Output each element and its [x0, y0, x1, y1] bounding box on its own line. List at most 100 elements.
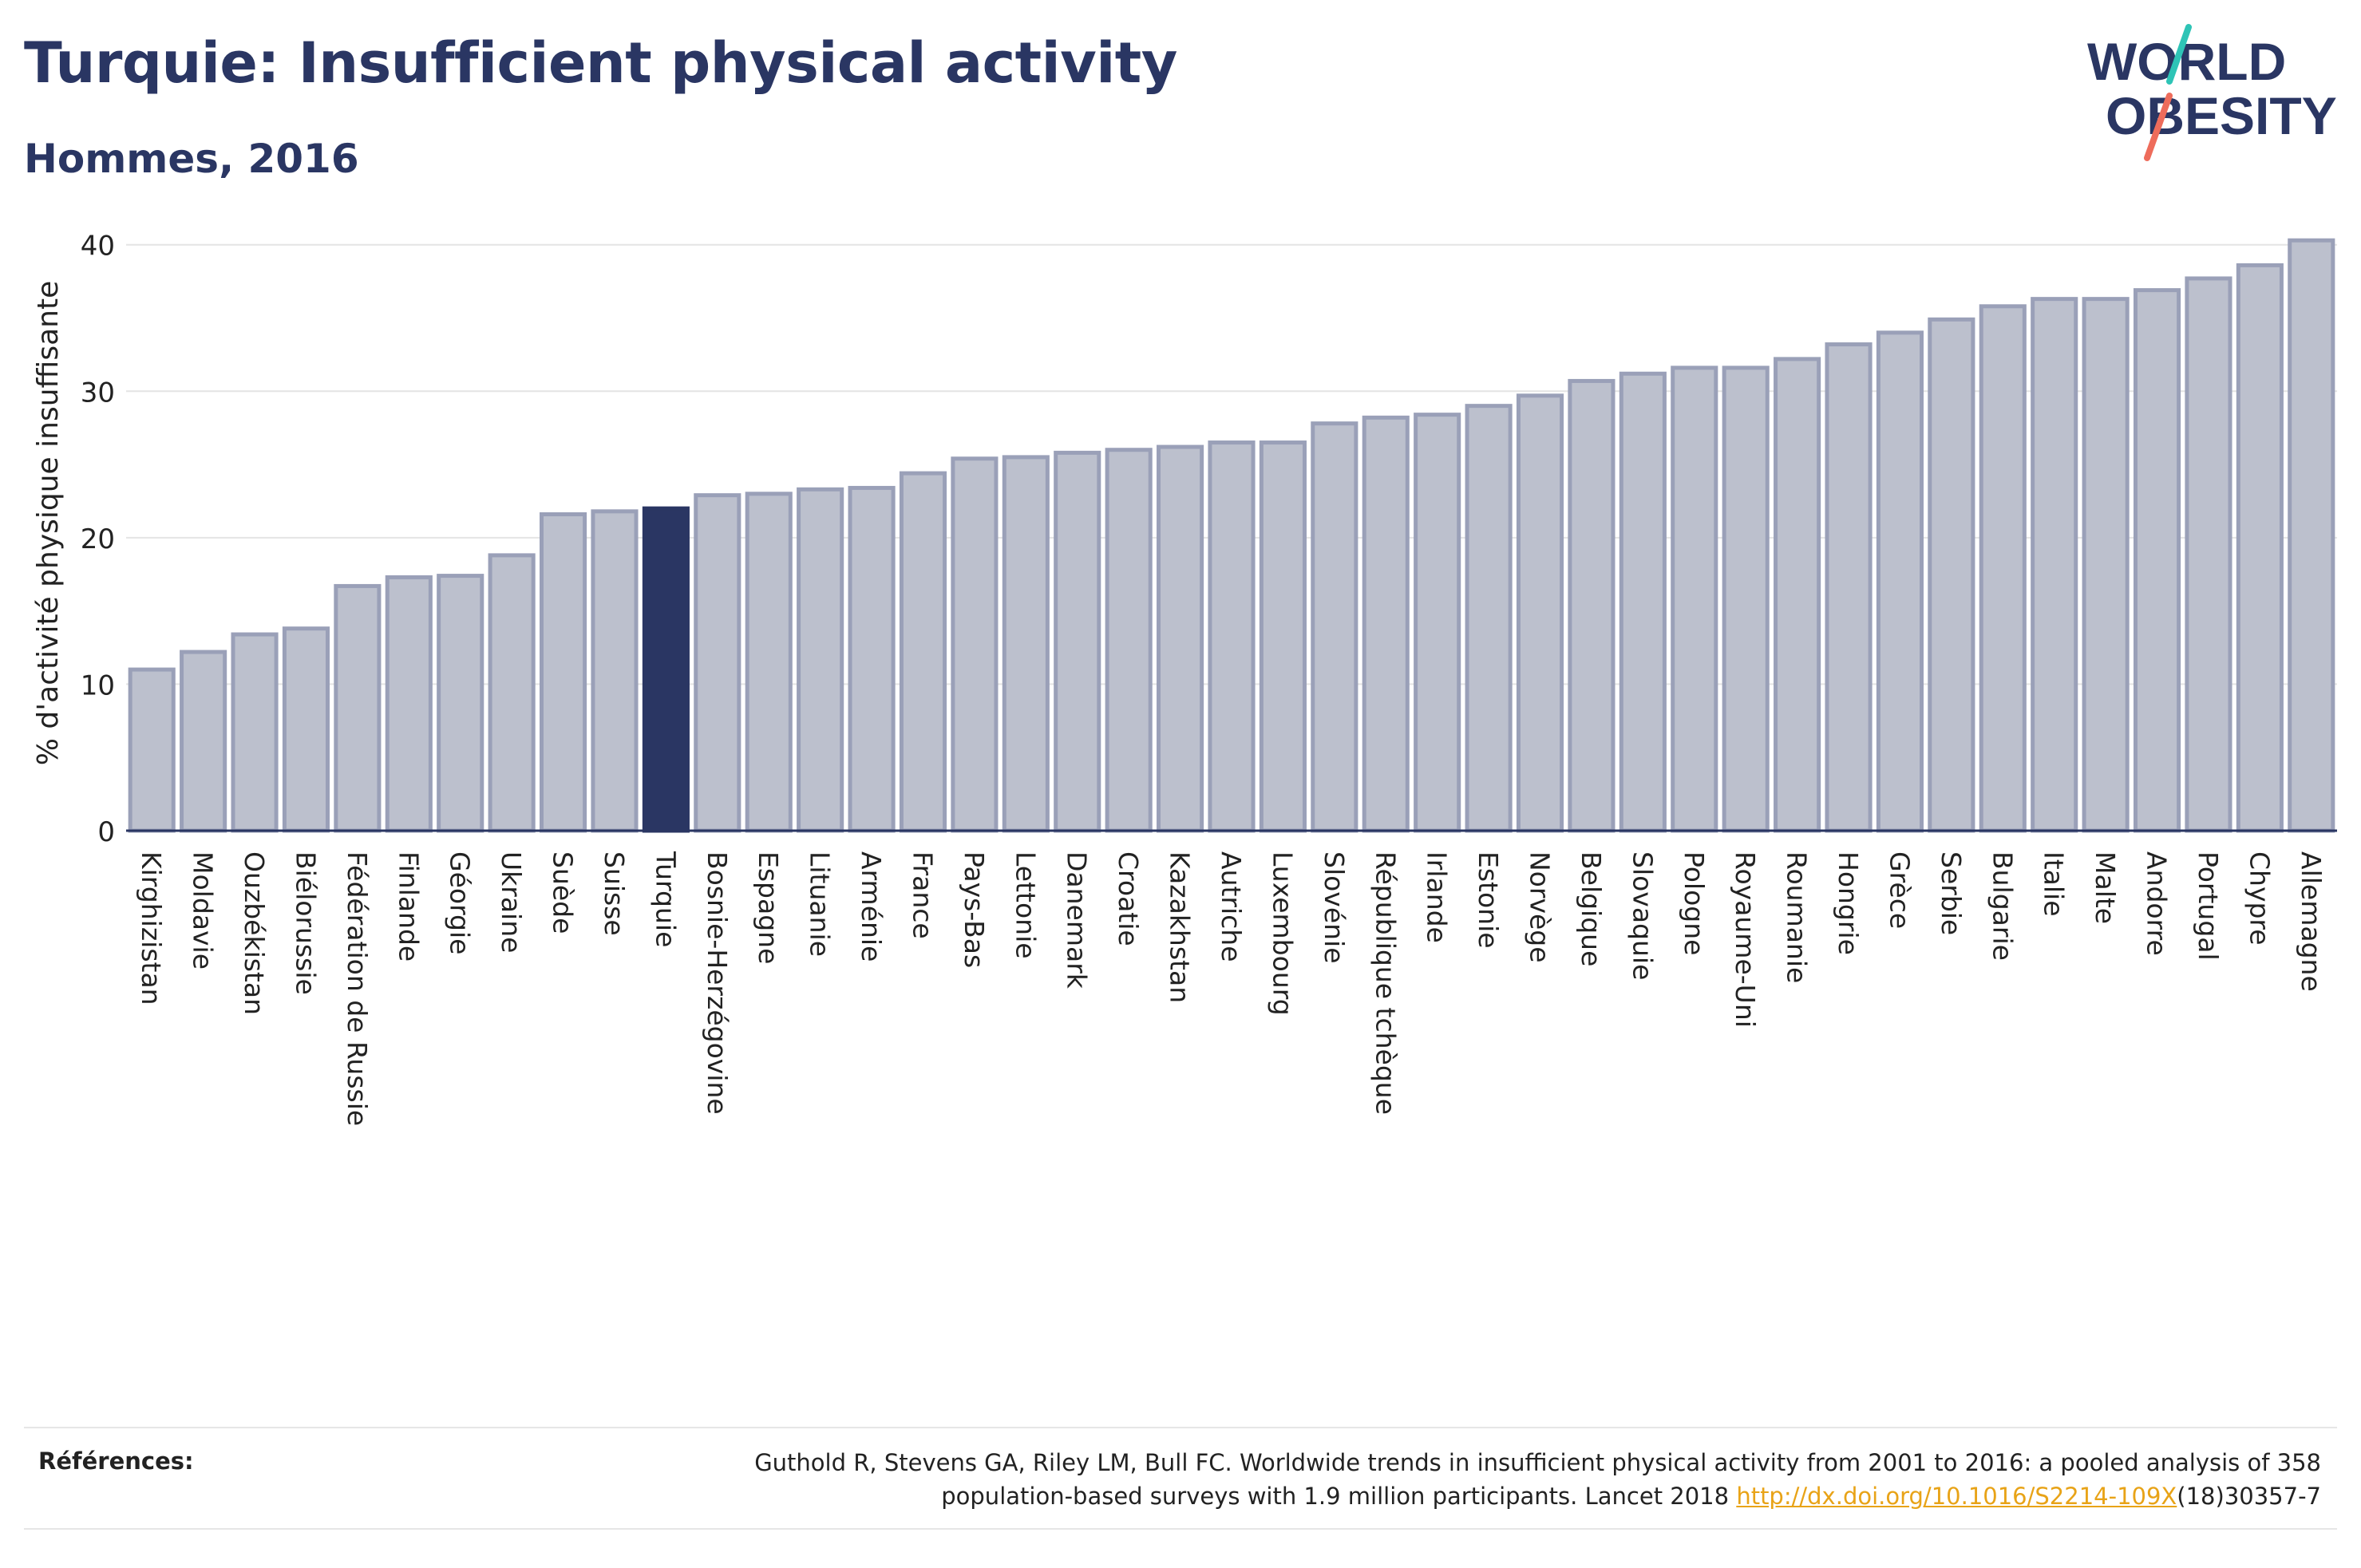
x-tick-label: Slovaquie	[1627, 851, 1658, 980]
bar	[231, 632, 279, 833]
x-tick-label: Fédération de Russie	[342, 851, 373, 1126]
x-tick-label: Moldavie	[188, 851, 219, 970]
bar	[1362, 415, 1410, 833]
bar	[1619, 371, 1667, 833]
x-tick-label: Autriche	[1216, 851, 1247, 962]
bar	[1774, 357, 1821, 833]
highlighted-bar	[642, 506, 690, 833]
bar	[1259, 440, 1307, 833]
x-tick-label: Malte	[2090, 851, 2121, 924]
x-tick-label: Roumanie	[1782, 851, 1813, 983]
x-tick-label: Kazakhstan	[1165, 851, 1196, 1003]
bar	[2082, 297, 2130, 833]
bar	[797, 487, 844, 833]
bar	[1157, 444, 1204, 833]
x-tick-label: Grèce	[1884, 851, 1915, 929]
bar	[1414, 413, 1461, 833]
x-tick-label: Arménie	[856, 851, 887, 962]
bar	[1054, 450, 1101, 833]
x-tick-label: Italie	[2039, 851, 2070, 917]
references-doi-link[interactable]: http://dx.doi.org/10.1016/S2214-109X	[1736, 1483, 2177, 1510]
bar-chart: 0 10 20 30 40 % d'activité physique insuffisa…	[32, 231, 2337, 1126]
bar	[282, 626, 330, 833]
y-tick-label: 40	[81, 231, 115, 263]
x-tick-label: Pays-Bas	[959, 851, 990, 968]
references-label: Références:	[38, 1448, 194, 1475]
bar	[591, 509, 639, 833]
bar	[1002, 455, 1050, 833]
bar	[128, 667, 176, 833]
x-tick-label: République tchèque	[1370, 851, 1401, 1115]
bar	[2236, 263, 2284, 833]
bar	[1208, 440, 1256, 833]
x-tick-label: Bosnie-Herzégovine	[702, 851, 733, 1115]
bar	[1311, 421, 1358, 833]
bar	[1516, 393, 1564, 833]
bar	[180, 650, 227, 833]
x-tick-label: Irlande	[1422, 851, 1453, 943]
x-tick-label: Suisse	[599, 851, 630, 936]
x-tick-label: France	[907, 851, 938, 939]
bar	[1825, 342, 1873, 833]
x-tick-label: Royaume-Uni	[1730, 851, 1761, 1028]
x-tick-label: Slovénie	[1319, 851, 1350, 964]
bar	[1876, 330, 1924, 833]
bar	[951, 456, 999, 833]
bar	[1671, 365, 1718, 833]
x-tick-label: Bulgarie	[1987, 851, 2018, 961]
bar	[1105, 448, 1153, 833]
bar	[334, 583, 382, 833]
logo-line2: OBESITY	[2106, 86, 2337, 145]
x-tick-label: Suède	[548, 851, 579, 934]
x-tick-label: Andorre	[2142, 851, 2173, 956]
x-tick-label: Lituanie	[805, 851, 836, 957]
y-tick-label: 10	[81, 669, 115, 701]
x-tick-label: Serbie	[1936, 851, 1967, 935]
logo-slash-coral	[2144, 93, 2173, 161]
x-tick-label: Finlande	[393, 851, 424, 962]
x-tick-label: Ukraine	[496, 851, 527, 953]
bar	[848, 485, 896, 833]
references-text: Guthold R, Stevens GA, Riley LM, Bull FC…	[565, 1446, 2321, 1513]
x-tick-label: Turquie	[650, 851, 681, 947]
x-tick-label: Chypre	[2244, 851, 2275, 946]
x-tick-label: Luxembourg	[1267, 851, 1298, 1016]
bar	[2031, 297, 2078, 833]
x-tick-label: Croatie	[1113, 851, 1144, 946]
bar	[2288, 238, 2335, 833]
x-tick-label: Norvège	[1525, 851, 1556, 963]
references-section: Références: Guthold R, Stevens GA, Riley…	[24, 1427, 2337, 1530]
x-tick-label: Espagne	[753, 851, 784, 964]
chart-subtitle: Hommes, 2016	[24, 136, 359, 182]
y-axis-label: % d'activité physique insuffisante	[32, 281, 65, 765]
bar	[745, 492, 793, 833]
x-tick-label: Biélorussie	[290, 851, 321, 995]
x-tick-label: Ouzbékistan	[239, 851, 270, 1015]
x-tick-label: Pologne	[1679, 851, 1710, 955]
references-line2-end: (18)30357-7	[2177, 1483, 2321, 1510]
bar	[488, 553, 536, 833]
y-tick-label: 30	[81, 377, 115, 409]
bar	[1568, 378, 1616, 833]
x-tick-label: Danemark	[1062, 851, 1093, 989]
y-tick-label: 0	[97, 816, 115, 848]
bar	[437, 574, 484, 833]
world-obesity-logo: WORLD OBESITY	[2087, 24, 2337, 161]
x-tick-label: Belgique	[1576, 851, 1607, 966]
bar	[2133, 288, 2181, 833]
x-tick-label: Estonie	[1473, 851, 1504, 949]
y-tick-label: 20	[81, 523, 115, 555]
bar	[1979, 304, 2027, 833]
logo-slash-teal	[2166, 24, 2192, 85]
bar	[1722, 365, 1770, 833]
bar	[540, 511, 587, 833]
bar	[694, 493, 742, 833]
x-tick-label: Lettonie	[1010, 851, 1041, 959]
x-tick-label: Hongrie	[1833, 851, 1864, 955]
references-line1: Guthold R, Stevens GA, Riley LM, Bull FC…	[754, 1449, 2321, 1476]
bar	[899, 471, 947, 833]
bar	[385, 575, 433, 833]
bar	[1465, 404, 1513, 833]
chart-title: Turquie: Insufficient physical activity	[24, 30, 1177, 96]
references-line2: population-based surveys with 1.9 millio…	[941, 1483, 1737, 1510]
